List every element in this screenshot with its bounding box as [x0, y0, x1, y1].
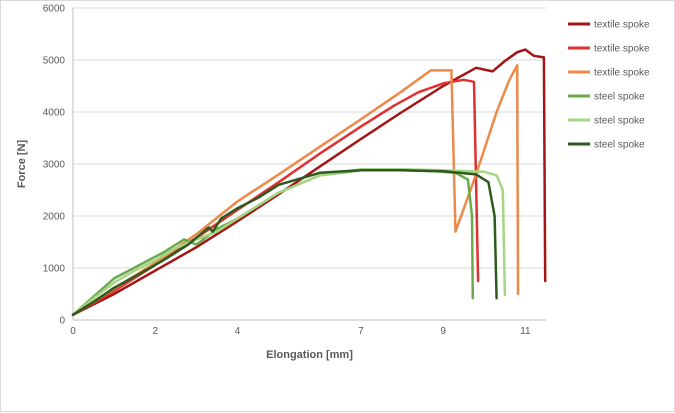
- series-line-6: [71, 168, 498, 317]
- y-tick-label: 2000: [43, 212, 66, 223]
- series-line-3: [71, 63, 520, 317]
- x-tick-label: 9: [440, 326, 446, 337]
- y-tick-label: 5000: [43, 56, 66, 67]
- series-line-1: [71, 48, 547, 317]
- series-line-4: [71, 168, 475, 317]
- legend-label-5: steel spoke: [594, 116, 645, 127]
- x-tick-label: 7: [358, 326, 364, 337]
- x-axis-title: Elongation [mm]: [266, 349, 353, 361]
- y-tick-label: 6000: [43, 4, 66, 15]
- y-axis-title: Force [N]: [16, 140, 28, 189]
- legend-label-6: steel spoke: [594, 140, 645, 151]
- legend-label-3: textile spoke: [594, 68, 650, 79]
- legend-label-1: textile spoke: [594, 20, 650, 31]
- y-tick-label: 4000: [43, 108, 66, 119]
- x-tick-label: 0: [70, 326, 76, 337]
- y-tick-label: 3000: [43, 160, 66, 171]
- legend-label-4: steel spoke: [594, 92, 645, 103]
- x-tick-label: 2: [152, 326, 158, 337]
- y-tick-label: 0: [59, 316, 65, 327]
- x-tick-label: 11: [520, 326, 531, 337]
- legend-label-2: textile spoke: [594, 44, 650, 55]
- x-tick-label: 4: [235, 326, 241, 337]
- series-line-5: [71, 167, 507, 317]
- y-tick-label: 1000: [43, 264, 66, 275]
